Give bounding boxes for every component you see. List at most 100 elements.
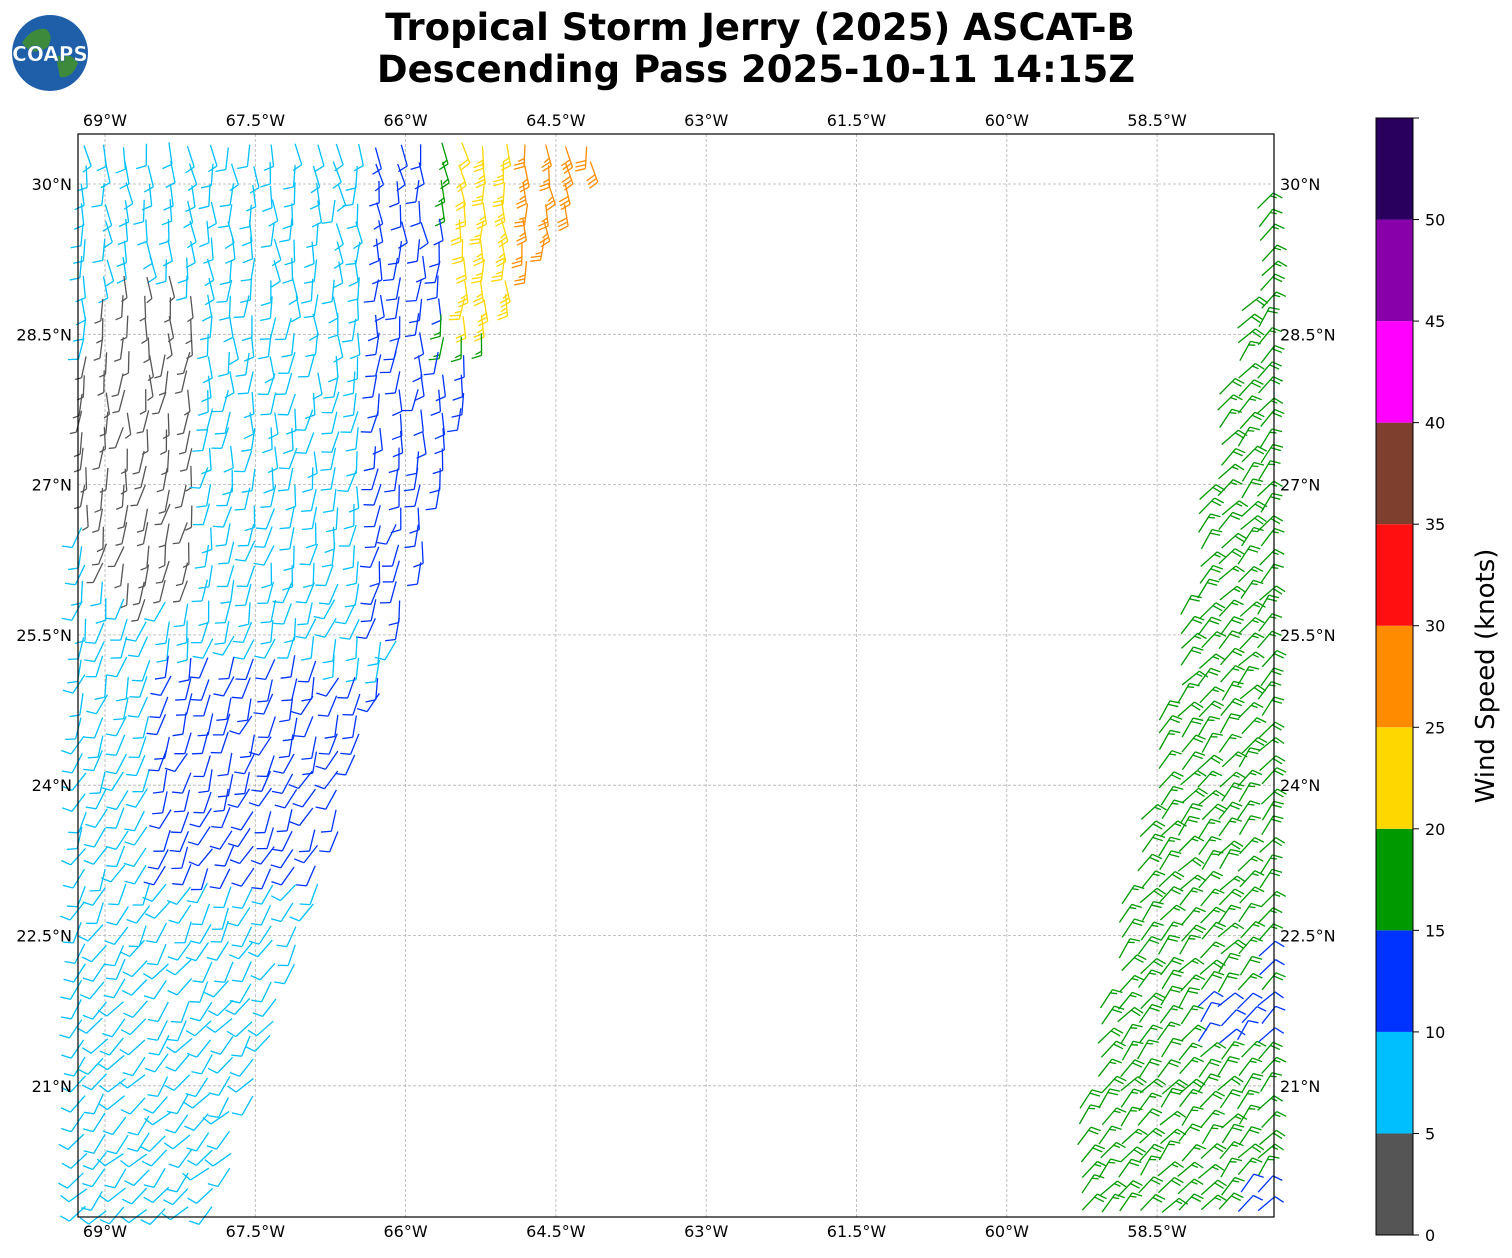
wind-barb xyxy=(68,546,83,571)
wind-barb xyxy=(160,429,168,456)
wind-barb xyxy=(349,332,361,360)
wind-barb xyxy=(281,678,298,702)
wind-barb xyxy=(101,771,124,792)
wind-barb xyxy=(120,1018,147,1036)
wind-barb xyxy=(163,183,174,211)
wind-barb xyxy=(61,527,83,549)
wind-barb xyxy=(193,791,212,814)
wind-barb xyxy=(271,238,282,267)
wind-barb xyxy=(277,944,296,967)
wind-barb xyxy=(385,296,400,321)
wind-barb xyxy=(97,370,105,396)
wind-barb xyxy=(213,676,235,697)
wind-barb xyxy=(143,1186,170,1204)
wind-barb xyxy=(1239,837,1265,855)
wind-barb xyxy=(156,638,170,663)
wind-barb xyxy=(299,543,319,566)
wind-barb xyxy=(199,220,210,248)
wind-barb xyxy=(212,635,235,656)
wind-barb xyxy=(120,1097,146,1115)
wind-barb xyxy=(1239,870,1265,888)
wind-barb xyxy=(210,1035,234,1055)
wind-barb xyxy=(1257,1027,1285,1043)
wind-barb xyxy=(186,1149,213,1166)
wind-barb xyxy=(1237,665,1260,686)
wind-barb xyxy=(327,313,339,339)
wind-barb xyxy=(414,374,425,402)
wind-barb xyxy=(215,147,229,172)
wind-barb xyxy=(172,772,192,794)
wind-barb xyxy=(99,1078,126,1093)
wind-barb xyxy=(124,810,145,832)
wind-barb xyxy=(1200,529,1223,550)
wind-barb xyxy=(388,484,400,511)
wind-barb xyxy=(204,258,215,287)
wind-barb xyxy=(176,351,191,376)
wind-barb xyxy=(137,219,148,246)
wind-barb xyxy=(1218,511,1243,530)
wind-barb xyxy=(1119,974,1145,993)
wind-barb xyxy=(353,221,363,250)
wind-barb xyxy=(1237,972,1263,991)
wind-barb xyxy=(120,1153,148,1168)
wind-barb xyxy=(206,1130,230,1150)
wind-barb xyxy=(147,944,167,966)
wind-barb xyxy=(231,888,253,910)
wind-barb xyxy=(234,450,253,473)
wind-barb xyxy=(218,541,235,565)
wind-barb xyxy=(168,904,192,924)
wind-barb xyxy=(1261,244,1287,262)
wind-barb xyxy=(187,826,211,846)
wind-barb xyxy=(176,693,193,716)
wind-barb xyxy=(1158,771,1184,789)
wind-barb xyxy=(251,981,272,1003)
wind-barb xyxy=(176,275,188,301)
wind-barb xyxy=(260,600,277,624)
wind-barb xyxy=(136,410,150,434)
wind-barb xyxy=(223,315,234,343)
wind-barb xyxy=(141,1149,168,1167)
wind-barb xyxy=(1180,594,1202,615)
wind-barb xyxy=(174,484,187,509)
wind-barb xyxy=(97,1001,124,1017)
wind-barb xyxy=(185,1020,212,1037)
wind-barb xyxy=(106,906,129,926)
wind-barb xyxy=(1238,782,1261,803)
wind-barb xyxy=(63,1056,86,1077)
wind-barb xyxy=(323,375,339,399)
wind-barb xyxy=(92,446,105,471)
wind-barb xyxy=(67,337,85,361)
wind-barb xyxy=(271,260,281,288)
wind-barb xyxy=(1198,870,1224,889)
wind-barb xyxy=(1221,532,1248,549)
wind-barb xyxy=(1221,500,1249,516)
wind-barb xyxy=(128,925,147,948)
wind-barb xyxy=(158,543,167,569)
wind-barb xyxy=(152,769,168,794)
wind-barb xyxy=(430,389,442,416)
wind-barb xyxy=(1198,497,1225,515)
wind-barb xyxy=(152,791,168,815)
wind-barb xyxy=(74,618,87,645)
wind-barb xyxy=(209,868,231,890)
colorbar-tick-label: 45 xyxy=(1425,312,1445,331)
wind-barb xyxy=(1100,1040,1126,1058)
wind-barb xyxy=(433,218,444,246)
wind-barb xyxy=(189,923,212,944)
wind-barb xyxy=(229,1058,254,1077)
wind-barb xyxy=(104,926,129,946)
wind-barb xyxy=(61,1152,88,1170)
wind-barb xyxy=(207,999,234,1017)
wind-barb xyxy=(1160,820,1187,837)
wind-barb xyxy=(260,223,275,248)
wind-barb xyxy=(1180,769,1207,786)
wind-barb xyxy=(104,598,125,620)
wind-barb xyxy=(115,484,125,511)
wind-barb xyxy=(163,1134,191,1150)
wind-barb xyxy=(429,468,441,494)
wind-barb xyxy=(333,261,344,289)
wind-barb xyxy=(1198,700,1224,718)
wind-barb xyxy=(204,980,229,998)
wind-barb xyxy=(83,750,103,772)
